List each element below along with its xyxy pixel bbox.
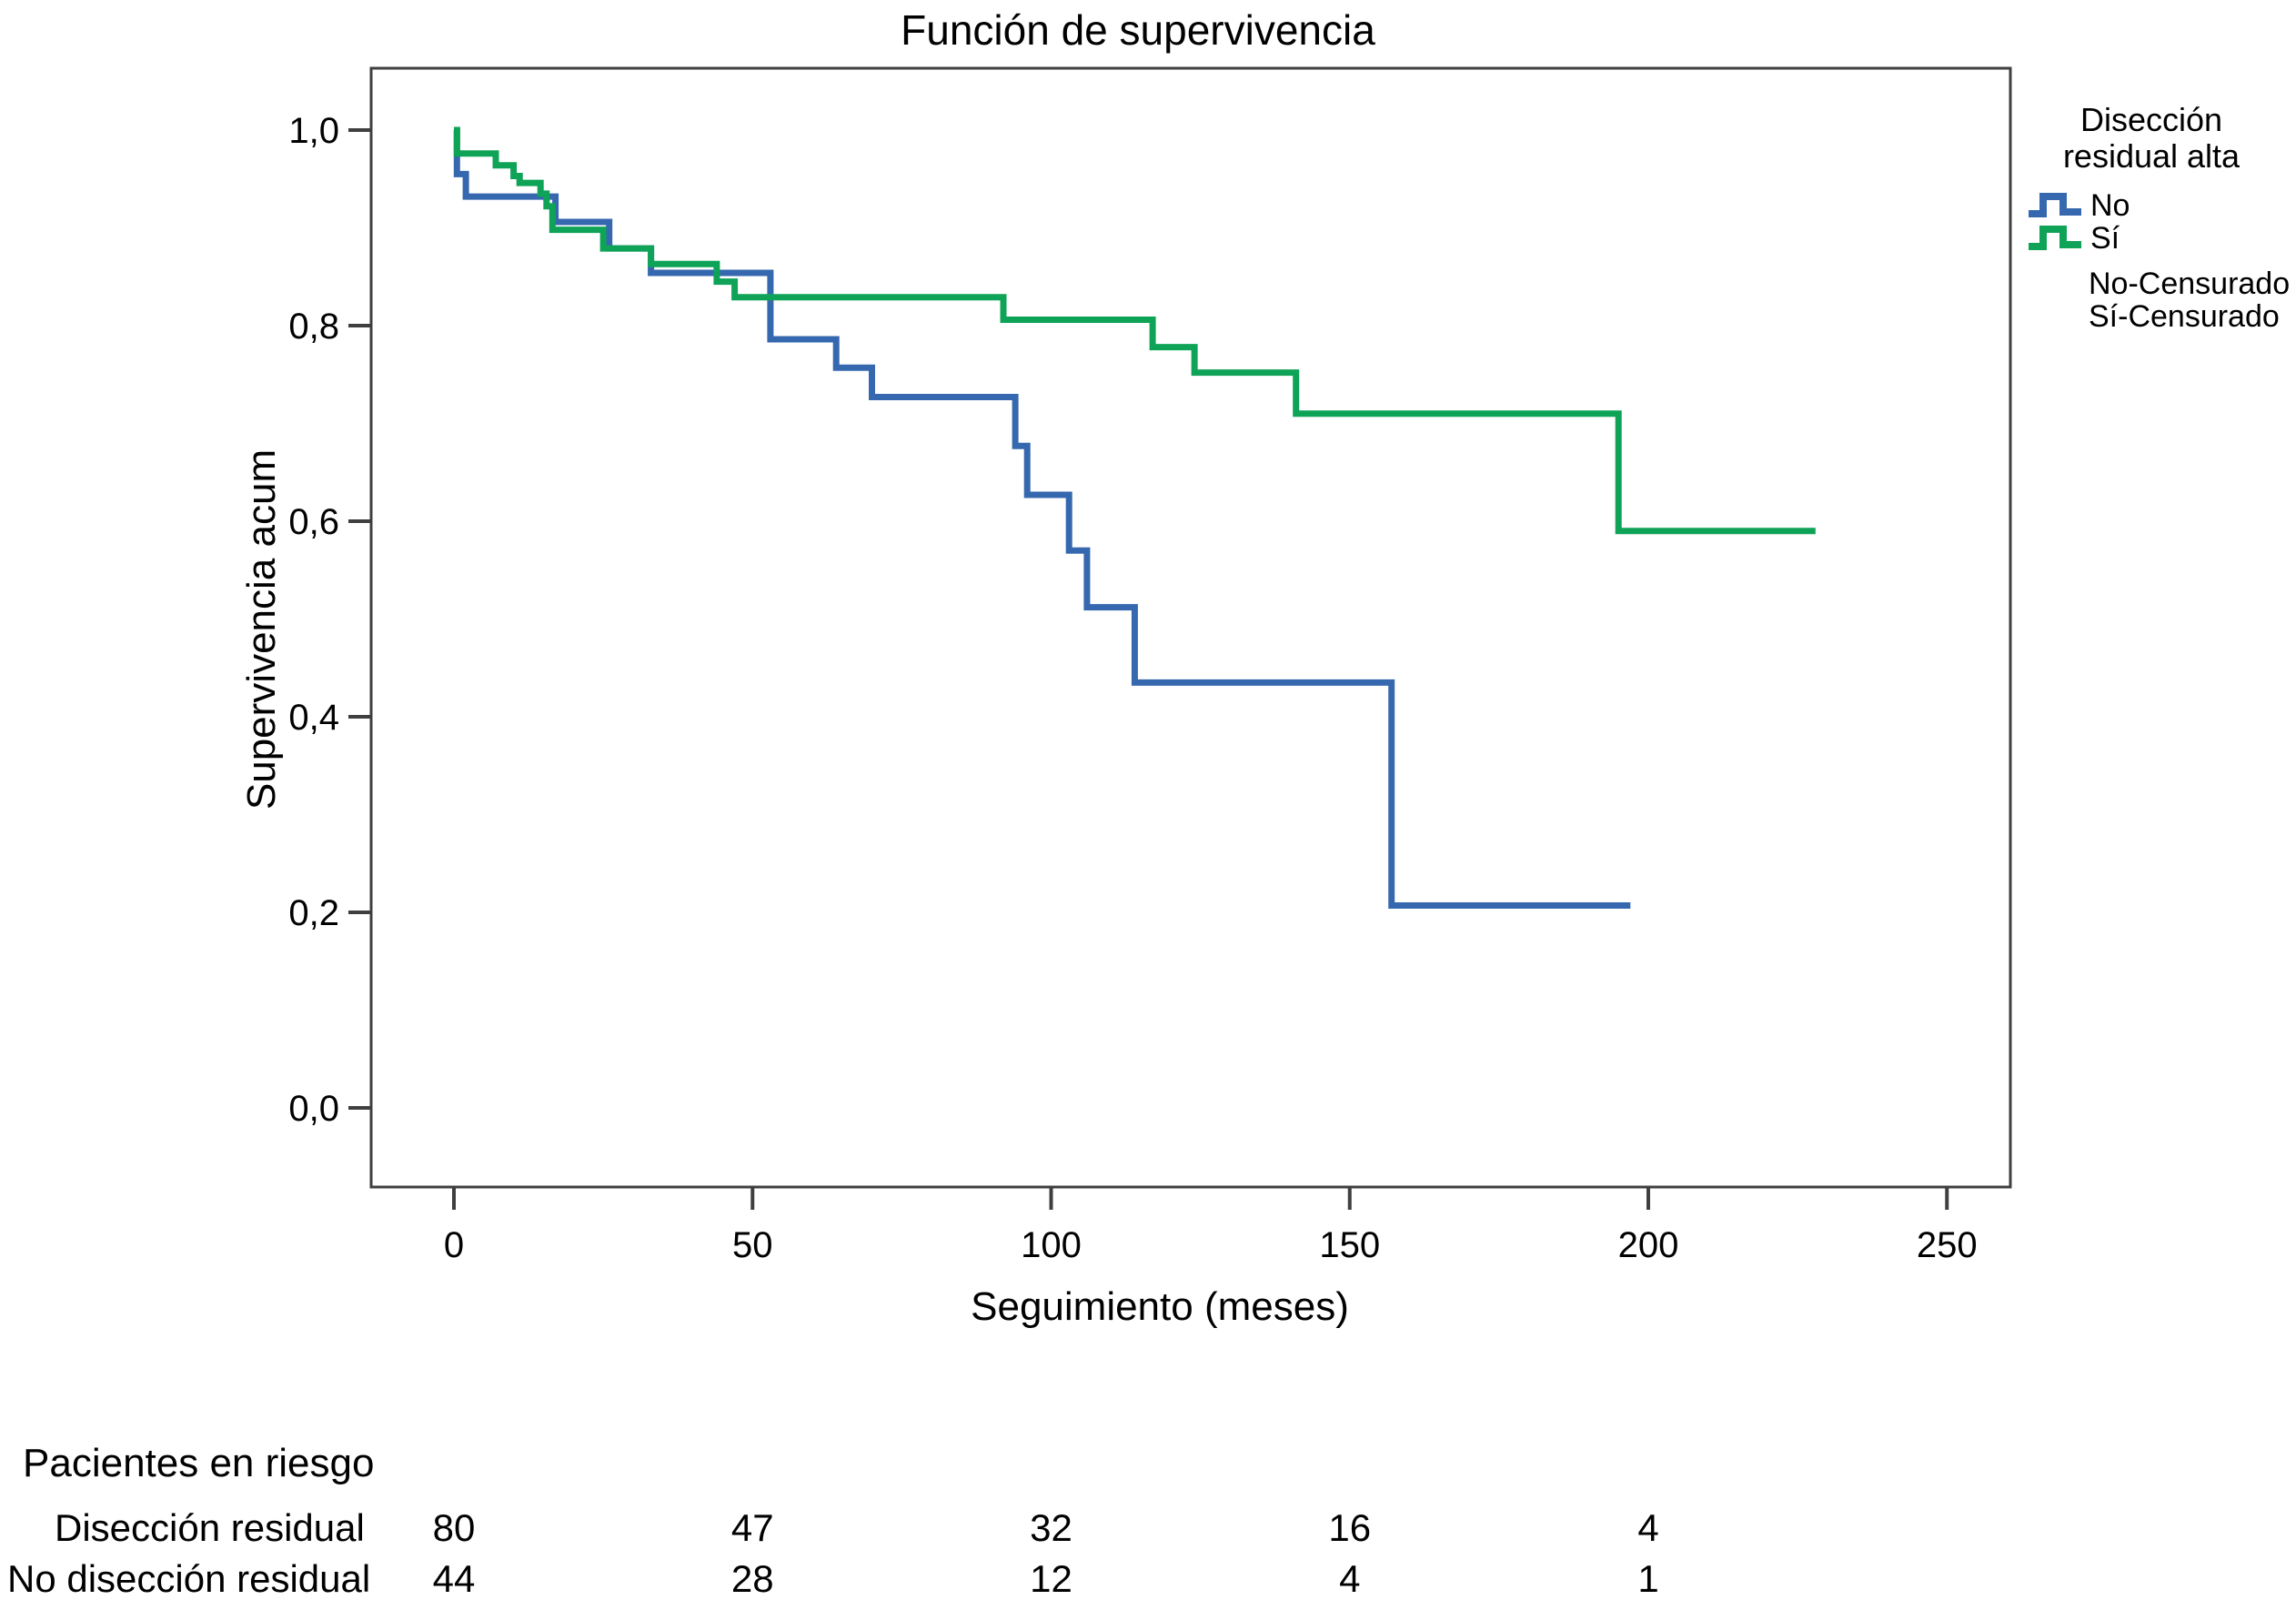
risk-count: 80	[432, 1506, 476, 1549]
risk-count: 1	[1637, 1557, 1659, 1600]
y-axis-title: Supervivencia acum	[239, 448, 284, 810]
legend-title-line2: residual alta	[2062, 137, 2241, 175]
risk-count: 44	[432, 1557, 476, 1600]
y-tick-label: 0,4	[288, 698, 339, 738]
legend-title-line1: Disección	[2079, 101, 2223, 138]
risk-count: 32	[1030, 1506, 1072, 1549]
y-tick-label: 0,6	[288, 502, 339, 542]
risk-row-label-no-diseccion: No disección residual	[7, 1557, 371, 1600]
risk-count: 4	[1637, 1506, 1659, 1549]
legend-item-no-censored: No-Censurado	[2089, 266, 2296, 301]
legend-item-si-censored: Sí-Censurado	[2089, 298, 2296, 334]
legend-title: Disección residual alta	[2029, 102, 2274, 175]
legend-label-no-censored: No-Censurado	[2089, 266, 2291, 301]
km-curve-sí	[453, 126, 1816, 535]
risk-table-header: Pacientes en riesgo	[23, 1441, 375, 1485]
si-series-step-icon	[2029, 226, 2081, 250]
no-series-step-icon	[2029, 193, 2081, 217]
risk-count: 16	[1328, 1506, 1372, 1549]
risk-row-label-diseccion: Disección residual	[55, 1506, 365, 1549]
legend-label-si: Sí	[2090, 220, 2120, 256]
y-tick-label: 0,8	[288, 307, 339, 347]
x-tick-label: 50	[732, 1225, 773, 1265]
risk-count: 47	[730, 1506, 774, 1549]
chart-title: Función de supervivencia	[901, 6, 1375, 54]
x-tick-label: 0	[444, 1225, 464, 1265]
risk-count: 4	[1339, 1557, 1361, 1600]
legend-label-si-censored: Sí-Censurado	[2089, 298, 2280, 334]
plot-frame	[369, 66, 2012, 1189]
x-tick-label: 250	[1917, 1225, 1978, 1265]
y-tick-label: 1,0	[288, 111, 339, 151]
risk-count: 12	[1030, 1557, 1072, 1600]
x-axis-title: Seguimiento (meses)	[971, 1284, 1349, 1329]
legend-item-no: No	[2029, 187, 2296, 223]
legend-label-no: No	[2090, 187, 2130, 223]
x-tick-label: 100	[1021, 1225, 1082, 1265]
x-tick-label: 200	[1618, 1225, 1679, 1265]
risk-count: 28	[730, 1557, 774, 1600]
legend-item-si: Sí	[2029, 220, 2296, 256]
y-tick-label: 0,0	[288, 1089, 339, 1129]
legend-items: No Sí No-Censurado Sí-Censurado	[2029, 187, 2296, 334]
y-tick-label: 0,2	[288, 893, 339, 933]
x-tick-label: 150	[1319, 1225, 1380, 1265]
legend: Disección residual alta No Sí No-Censura…	[2029, 102, 2296, 334]
